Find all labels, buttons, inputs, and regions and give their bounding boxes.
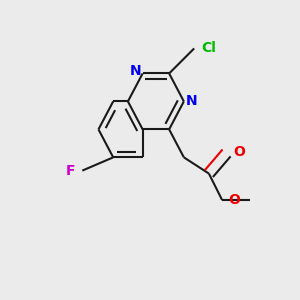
Text: O: O	[229, 193, 241, 207]
Text: F: F	[65, 164, 75, 178]
Text: Cl: Cl	[202, 41, 216, 55]
Text: N: N	[185, 94, 197, 108]
Text: N: N	[130, 64, 141, 78]
Text: O: O	[233, 146, 245, 159]
